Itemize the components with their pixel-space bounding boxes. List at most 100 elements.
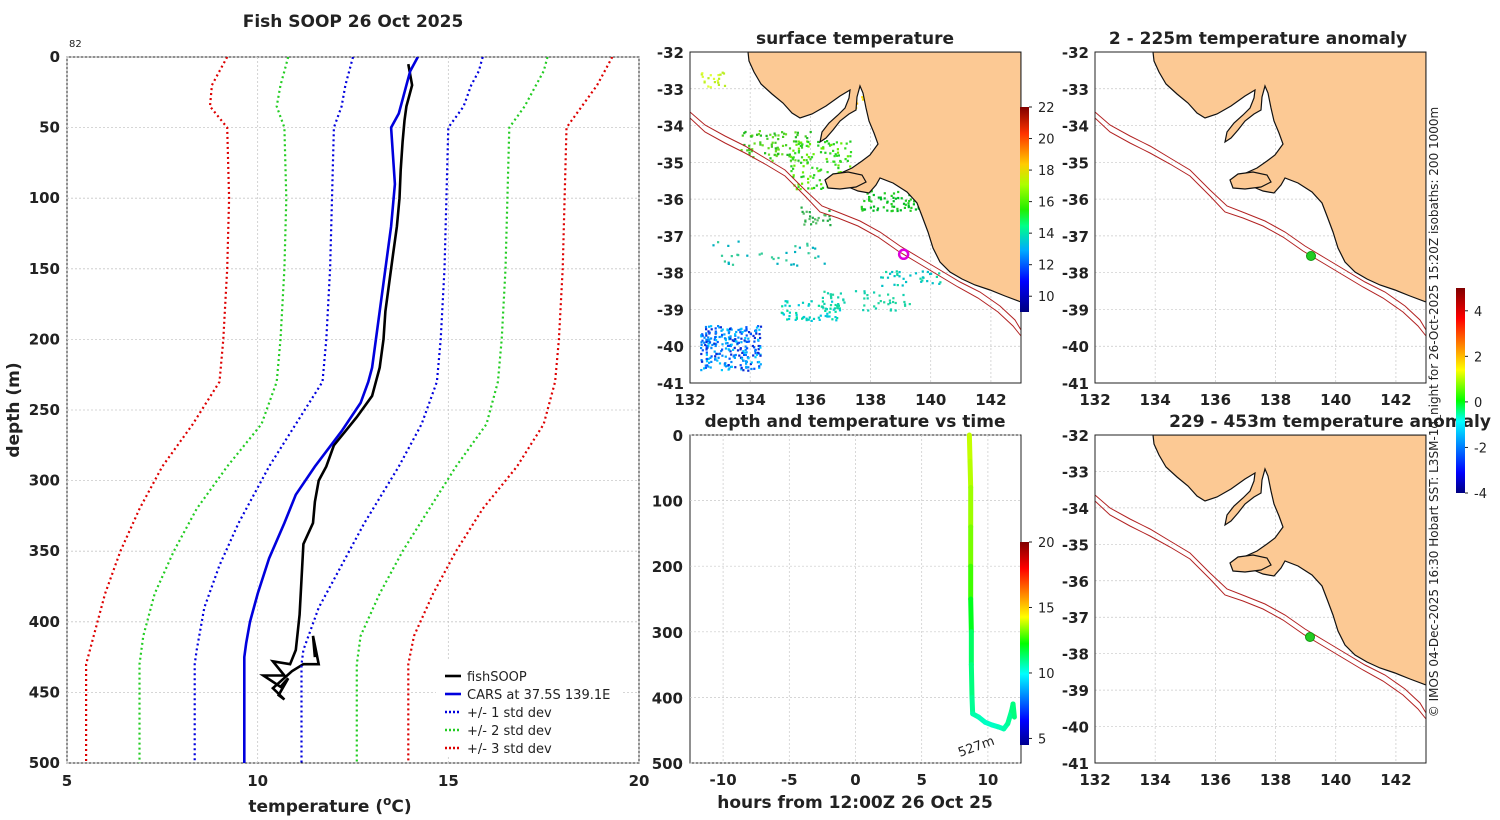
sst-pixel <box>904 304 907 307</box>
profile-series-group <box>84 57 614 763</box>
sst-pixel <box>797 147 800 150</box>
sst-pixel <box>707 77 710 80</box>
map-y-tick: -38 <box>1062 646 1089 664</box>
map-y-tick: -33 <box>657 81 684 99</box>
sst-pixel <box>755 353 758 356</box>
sst-pixel <box>892 196 895 199</box>
sst-pixel <box>717 83 720 86</box>
sst-pixel <box>807 252 810 255</box>
sst-pixel <box>724 355 727 358</box>
sst-pixel <box>771 141 774 144</box>
sst-pixel <box>837 171 840 174</box>
sst-pixel <box>752 334 755 337</box>
sst-pixel <box>723 364 726 367</box>
sst-pixel <box>713 350 716 353</box>
sst-pixel <box>849 155 852 158</box>
time-trace <box>966 432 1017 732</box>
sst-pixel <box>707 357 710 360</box>
sst-pixel <box>727 364 730 367</box>
sst-pixel <box>833 155 836 158</box>
sst-pixel <box>905 280 908 284</box>
sst-pixel <box>794 136 797 139</box>
sst-pixel <box>866 297 869 300</box>
sst-pixel <box>708 338 711 341</box>
sst-pixel <box>867 309 870 312</box>
sst-pixel <box>737 240 740 243</box>
sst-pixel <box>908 303 911 306</box>
sst-pixel <box>821 186 825 189</box>
map-c-frame <box>1094 434 1427 764</box>
sst-pixel <box>938 272 941 275</box>
sst-pixel <box>805 159 808 162</box>
sst-pixel <box>861 96 864 99</box>
sst-pixel <box>731 339 734 342</box>
sst-pixel <box>708 325 711 328</box>
sst-pixel <box>820 183 823 186</box>
sst-pixel <box>718 352 721 355</box>
sst-pixel <box>709 366 712 369</box>
sst-pixel <box>896 284 899 287</box>
sst-pixel <box>759 325 763 328</box>
sst-pixel <box>766 137 769 140</box>
sst-pixel <box>740 327 743 330</box>
sst-pixel <box>730 365 733 368</box>
time-colorbar <box>1020 542 1029 745</box>
sst-pixel <box>724 339 727 342</box>
sst-pixel <box>866 294 869 297</box>
sst-pixel <box>935 275 938 278</box>
sst-pixel <box>860 205 863 208</box>
sst-pixel <box>777 256 780 260</box>
sst-pixel <box>824 151 827 154</box>
isobath-1000 <box>1095 500 1426 720</box>
sst-pixel <box>719 326 722 329</box>
sst-pixel <box>738 354 741 357</box>
sst-pixel <box>879 300 882 303</box>
sst-pixel <box>810 156 814 159</box>
sst-pixel <box>771 159 774 162</box>
sst-pixel <box>740 149 743 152</box>
sst-pixel <box>826 140 829 143</box>
sst-pixel <box>757 133 760 136</box>
sst-pixel <box>821 300 824 303</box>
sst-pixel <box>705 351 708 354</box>
sst-pixel <box>757 325 760 328</box>
sst-pixel <box>710 360 713 363</box>
sst-pixel <box>790 165 793 168</box>
sst-pixel <box>883 192 886 195</box>
map-y-tick: -39 <box>1062 301 1089 319</box>
sst-pixel <box>826 315 829 318</box>
map-x-tick: 138 <box>1260 391 1291 409</box>
sst-pixel <box>920 280 923 283</box>
sst-pixel <box>832 308 835 311</box>
sst-pixel <box>759 354 762 357</box>
colorbar-tick-label: 20 <box>1038 133 1055 148</box>
sst-pixel <box>753 336 756 340</box>
map-x-tick: 132 <box>1079 771 1110 789</box>
sst-pixel <box>876 207 880 210</box>
sst-pixel <box>812 153 815 156</box>
sst-pixel <box>753 340 756 343</box>
sst-pixel <box>817 144 820 147</box>
sst-pixel <box>901 284 904 287</box>
sst-pixel <box>829 307 832 310</box>
sst-pixel <box>739 331 742 334</box>
sst-pixel <box>806 244 809 247</box>
time-y-tick: 400 <box>652 689 683 707</box>
sst-pixel <box>808 142 812 146</box>
colorbar-tick-label: 5 <box>1038 732 1046 747</box>
profile-series--1-std-dev <box>300 57 484 763</box>
sst-pixel <box>707 339 710 342</box>
sst-pixel <box>878 294 881 297</box>
map-x-tick: 138 <box>855 391 886 409</box>
sst-pixel <box>781 153 784 156</box>
map-x-tick: 134 <box>1140 771 1171 789</box>
profile-series-cars-at-37-5s-139-1e <box>243 57 419 763</box>
sst-pixel <box>881 284 884 287</box>
sst-pixel <box>837 304 840 307</box>
sst-pixel <box>938 282 941 285</box>
sst-pixel <box>919 277 922 280</box>
sst-pixel <box>734 366 737 369</box>
sst-pixel <box>717 74 720 77</box>
sst-pixel <box>713 338 716 341</box>
map-y-tick: -33 <box>1062 463 1089 481</box>
